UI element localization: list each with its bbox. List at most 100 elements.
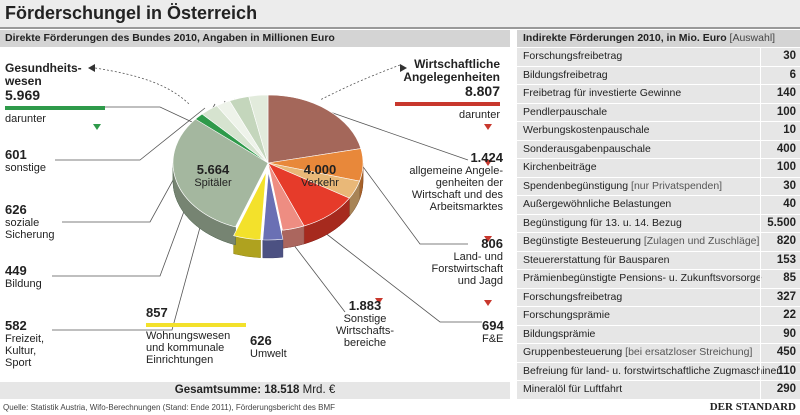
row-label-cell: Befreiung für land- u. forstwirtschaftli… xyxy=(523,363,782,381)
row-value: 110 xyxy=(777,364,796,377)
row-note: [bei ersatzloser Streichung] xyxy=(625,346,753,358)
row-value: 140 xyxy=(776,87,796,99)
leader-line xyxy=(94,67,191,106)
leader-line xyxy=(329,111,469,161)
label-name: Freizeit, Kultur, Sport xyxy=(5,333,45,369)
separator xyxy=(760,122,761,140)
leader-line xyxy=(319,64,401,101)
separator xyxy=(760,381,761,399)
table-header: Indirekte Förderungen 2010, in Mio. Euro… xyxy=(517,30,800,47)
total-unit: Mrd. € xyxy=(302,384,336,396)
pie-slice xyxy=(262,171,284,241)
pie-slice xyxy=(248,94,269,164)
segment-label: 1.883 Sonstige Wirtschafts- bereiche xyxy=(330,298,400,349)
row-value: 30 xyxy=(783,50,796,62)
label-name: Bildung xyxy=(5,278,42,290)
label-name: Verkehr xyxy=(301,177,339,189)
row-label: Pendlerpauschale xyxy=(523,105,608,118)
row-label-cell: Bildungsfreibetrag xyxy=(523,67,608,85)
row-label-cell: Pendlerpauschale xyxy=(523,104,607,122)
label-value: 449 xyxy=(5,263,27,278)
table-row: Kirchenbeiträge 100 xyxy=(517,159,800,178)
row-label: Werbungskostenpauschale xyxy=(523,124,650,136)
pie xyxy=(172,94,364,259)
separator xyxy=(760,159,761,177)
table-row: Steuererstattung für Bausparen 153 xyxy=(517,251,800,270)
pie-sub-slice xyxy=(267,162,305,231)
row-value: 90 xyxy=(783,327,796,340)
label-value: 5.664 xyxy=(196,162,230,177)
row-value: 40 xyxy=(783,198,796,210)
separator xyxy=(760,66,761,84)
leader-line xyxy=(55,107,206,161)
row-label-cell: Werbungskostenpauschale xyxy=(523,122,649,140)
row-value: 400 xyxy=(776,142,796,155)
row-label: Spendenbegünstigung xyxy=(523,179,629,192)
row-label: Gruppenbesteuerung xyxy=(523,346,623,358)
separator xyxy=(760,344,761,362)
table-row: Prämienbegünstigte Pensions- u. Zukunfts… xyxy=(517,270,800,289)
row-value: 820 xyxy=(776,235,796,247)
row-label: Begünstigte Besteuerung xyxy=(523,235,641,247)
total-value: 18.518 xyxy=(264,384,300,396)
label-name: Gesundheits- wesen xyxy=(5,61,82,88)
row-label-cell: Freibetrag für investierte Gewinne xyxy=(523,85,681,103)
total-strip: Gesamtsumme: 18.518 Mrd. € xyxy=(0,382,510,399)
row-label: Bildungsprämie xyxy=(523,327,596,340)
row-label: Freibetrag für investierte Gewinne xyxy=(523,87,682,99)
table-row: Begünstigung für 13. u. 14. Bezug 5.500 xyxy=(517,214,800,233)
label-value: 4.000 xyxy=(303,162,337,177)
segment-label: 626 soziale Sicherung xyxy=(5,202,65,241)
table-row: Forschungsfreibetrag 30 xyxy=(517,48,800,67)
row-label-cell: Forschungsprämie xyxy=(523,307,610,325)
segment-label: 4.000 Verkehr xyxy=(290,162,350,189)
table-row: Forschungsprämie 22 xyxy=(517,307,800,326)
title-bar: Förderschungel in Österreich xyxy=(0,0,800,29)
row-label: Forschungsfreibetrag xyxy=(523,290,623,303)
segment-label: 1.424 allgemeine Angele- genheiten der Wi… xyxy=(400,150,503,213)
leader-line xyxy=(314,224,482,323)
label-name: F&E xyxy=(482,333,504,345)
separator xyxy=(760,307,761,325)
row-label-cell: Außergewöhnliche Belastungen xyxy=(523,196,671,214)
table-note: [Auswahl] xyxy=(729,32,776,44)
label-value: 582 xyxy=(5,318,27,333)
label-value: 694 xyxy=(482,318,504,333)
label-value: 806 xyxy=(481,236,503,251)
row-label-cell: Spendenbegünstigung [nur Privatspenden] xyxy=(523,178,722,196)
row-label-cell: Prämienbegünstigte Pensions- u. Zukunfts… xyxy=(523,270,762,288)
row-note: [nur Privatspenden] xyxy=(631,179,723,192)
table-row: Bildungsfreibetrag 6 xyxy=(517,66,800,85)
segment-label: 449 Bildung xyxy=(5,263,65,290)
row-label: Steuererstattung für Bausparen xyxy=(523,253,670,266)
row-value: 450 xyxy=(776,346,796,358)
marker xyxy=(375,298,383,304)
segment-label: Wirtschaftliche Angelegenheiten 8.807 daru… xyxy=(395,58,500,121)
separator xyxy=(760,48,761,66)
row-label-cell: Begünstigung für 13. u. 14. Bezug xyxy=(523,215,682,233)
label-value: 8.807 xyxy=(464,83,500,99)
brand: DER STANDARD xyxy=(709,401,796,413)
row-label: Begünstigung für 13. u. 14. Bezug xyxy=(523,216,682,229)
label-name: Wirtschaftliche Angelegenheiten xyxy=(403,57,500,84)
label-name: Land- und Forstwirtschaft und Jagd xyxy=(431,251,503,287)
row-label-cell: Bildungsprämie xyxy=(523,326,595,344)
table-row: Sonderausgabenpauschale 400 xyxy=(517,140,800,159)
separator xyxy=(760,288,761,306)
label-name: Wohnungswesen und kommunale Einrichtunge… xyxy=(146,330,231,366)
row-label-cell: Kirchenbeiträge xyxy=(523,159,597,177)
table-row: Pendlerpauschale 100 xyxy=(517,103,800,122)
label-name: Sonstige Wirtschafts- bereiche xyxy=(335,313,395,349)
row-value: 100 xyxy=(776,161,796,173)
row-value: 100 xyxy=(776,105,796,118)
segment-label: 857 Wohnungswesen und kommunale Einrichtu… xyxy=(146,305,246,366)
table-row: Freibetrag für investierte Gewinne 140 xyxy=(517,85,800,104)
separator xyxy=(760,251,761,269)
segment-label: 601 sonstige xyxy=(5,147,65,174)
segment-label: 582 Freizeit, Kultur, Sport xyxy=(5,318,65,369)
pie-sub-slice xyxy=(172,118,269,228)
total-label: Gesamtsumme: xyxy=(174,384,262,396)
table-row: Begünstigte Besteuerung [Zulagen und Zus… xyxy=(517,233,800,252)
row-label-cell: Forschungsfreibetrag xyxy=(523,289,622,307)
